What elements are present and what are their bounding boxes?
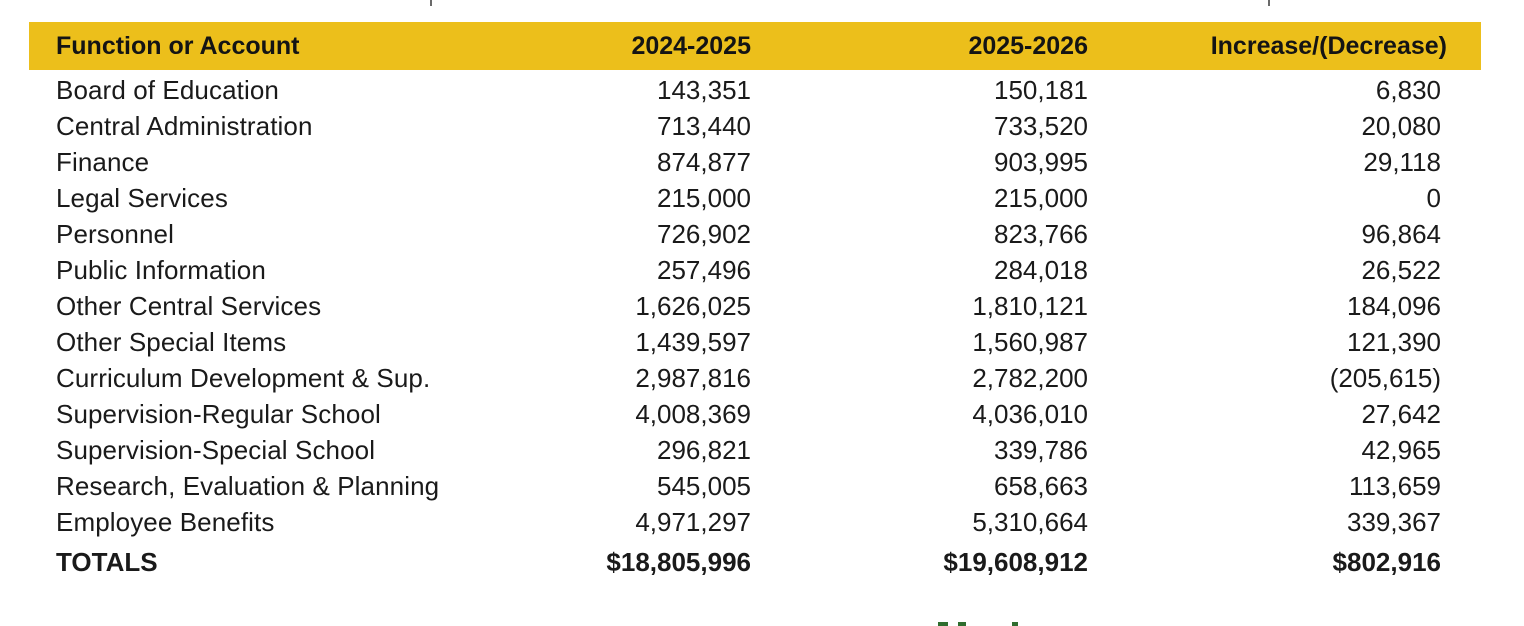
row-change: 26,522 [1361,254,1441,285]
table-row: Other Special Items 1,439,597 1,560,987 … [29,324,1481,360]
row-account: Research, Evaluation & Planning [56,470,440,501]
row-account: Curriculum Development & Sup. [56,362,431,393]
row-2024-2025: 713,440 [657,110,751,141]
totals-2024-2025: $18,805,996 [606,546,751,577]
row-change: 339,367 [1347,506,1441,537]
row-account: Public Information [56,254,266,285]
row-2024-2025: 296,821 [657,434,751,465]
row-2025-2026: 823,766 [994,218,1088,249]
table-row: Legal Services 215,000 215,000 0 [29,180,1481,216]
bottom-decorative-mark [938,622,948,626]
totals-label: TOTALS [56,546,158,577]
row-2024-2025: 1,626,025 [635,290,751,321]
row-2025-2026: 1,560,987 [972,326,1088,357]
table-row: Central Administration 713,440 733,520 2… [29,108,1481,144]
row-2025-2026: 658,663 [994,470,1088,501]
header-function-or-account: Function or Account [56,31,300,60]
table-row: Supervision-Regular School 4,008,369 4,0… [29,396,1481,432]
row-2024-2025: 4,008,369 [635,398,751,429]
row-2024-2025: 1,439,597 [635,326,751,357]
row-change: (205,615) [1329,362,1441,393]
row-account: Employee Benefits [56,506,275,537]
row-change: 113,659 [1348,470,1441,501]
row-2025-2026: 4,036,010 [972,398,1088,429]
table-row: Finance 874,877 903,995 29,118 [29,144,1481,180]
row-2024-2025: 257,496 [657,254,751,285]
row-2025-2026: 1,810,121 [972,290,1088,321]
row-2024-2025: 2,987,816 [635,362,751,393]
row-2025-2026: 733,520 [994,110,1088,141]
table-row: Supervision-Special School 296,821 339,7… [29,432,1481,468]
row-change: 121,390 [1347,326,1441,357]
row-2025-2026: 903,995 [994,146,1088,177]
row-change: 42,965 [1361,434,1441,465]
header-2024-2025: 2024-2025 [631,31,751,60]
table-row: Research, Evaluation & Planning 545,005 … [29,468,1481,504]
row-change: 184,096 [1347,290,1441,321]
header-increase-decrease: Increase/(Decrease) [1210,31,1447,60]
row-account: Legal Services [56,182,228,213]
row-account: Other Central Services [56,290,322,321]
row-change: 29,118 [1363,146,1441,177]
row-2025-2026: 5,310,664 [972,506,1088,537]
row-2025-2026: 339,786 [994,434,1088,465]
row-2025-2026: 150,181 [994,74,1088,105]
row-account: Finance [56,146,150,177]
bottom-decorative-mark [1012,622,1018,626]
row-account: Central Administration [56,110,313,141]
budget-table: Function or Account 2024-2025 2025-2026 … [29,22,1481,584]
table-header-row: Function or Account 2024-2025 2025-2026 … [29,22,1481,70]
row-change: 6,830 [1375,74,1441,105]
row-change: 27,642 [1361,398,1441,429]
row-change: 0 [1426,182,1441,213]
row-change: 20,080 [1361,110,1441,141]
row-2024-2025: 215,000 [657,182,751,213]
row-2025-2026: 215,000 [994,182,1088,213]
table-row: Employee Benefits 4,971,297 5,310,664 33… [29,504,1481,540]
row-change: 96,864 [1361,218,1441,249]
row-account: Other Special Items [56,326,287,357]
row-2024-2025: 143,351 [657,74,751,105]
row-2024-2025: 4,971,297 [635,506,751,537]
row-account: Personnel [56,218,174,249]
top-edge-mark-right [1268,0,1270,6]
row-account: Supervision-Special School [56,434,376,465]
bottom-decorative-mark [958,622,966,626]
row-2024-2025: 874,877 [657,146,751,177]
row-2024-2025: 726,902 [657,218,751,249]
table-row: Personnel 726,902 823,766 96,864 [29,216,1481,252]
row-2025-2026: 284,018 [994,254,1088,285]
table-row: Board of Education 143,351 150,181 6,830 [29,72,1481,108]
totals-row: TOTALS $18,805,996 $19,608,912 $802,916 [29,540,1481,584]
row-2024-2025: 545,005 [657,470,751,501]
totals-2025-2026: $19,608,912 [943,546,1088,577]
table-row: Other Central Services 1,626,025 1,810,1… [29,288,1481,324]
row-account: Board of Education [56,74,279,105]
row-account: Supervision-Regular School [56,398,381,429]
row-2025-2026: 2,782,200 [972,362,1088,393]
table-row: Public Information 257,496 284,018 26,52… [29,252,1481,288]
header-2025-2026: 2025-2026 [968,31,1088,60]
top-edge-mark-left [430,0,432,6]
totals-change: $802,916 [1332,546,1441,577]
table-row: Curriculum Development & Sup. 2,987,816 … [29,360,1481,396]
